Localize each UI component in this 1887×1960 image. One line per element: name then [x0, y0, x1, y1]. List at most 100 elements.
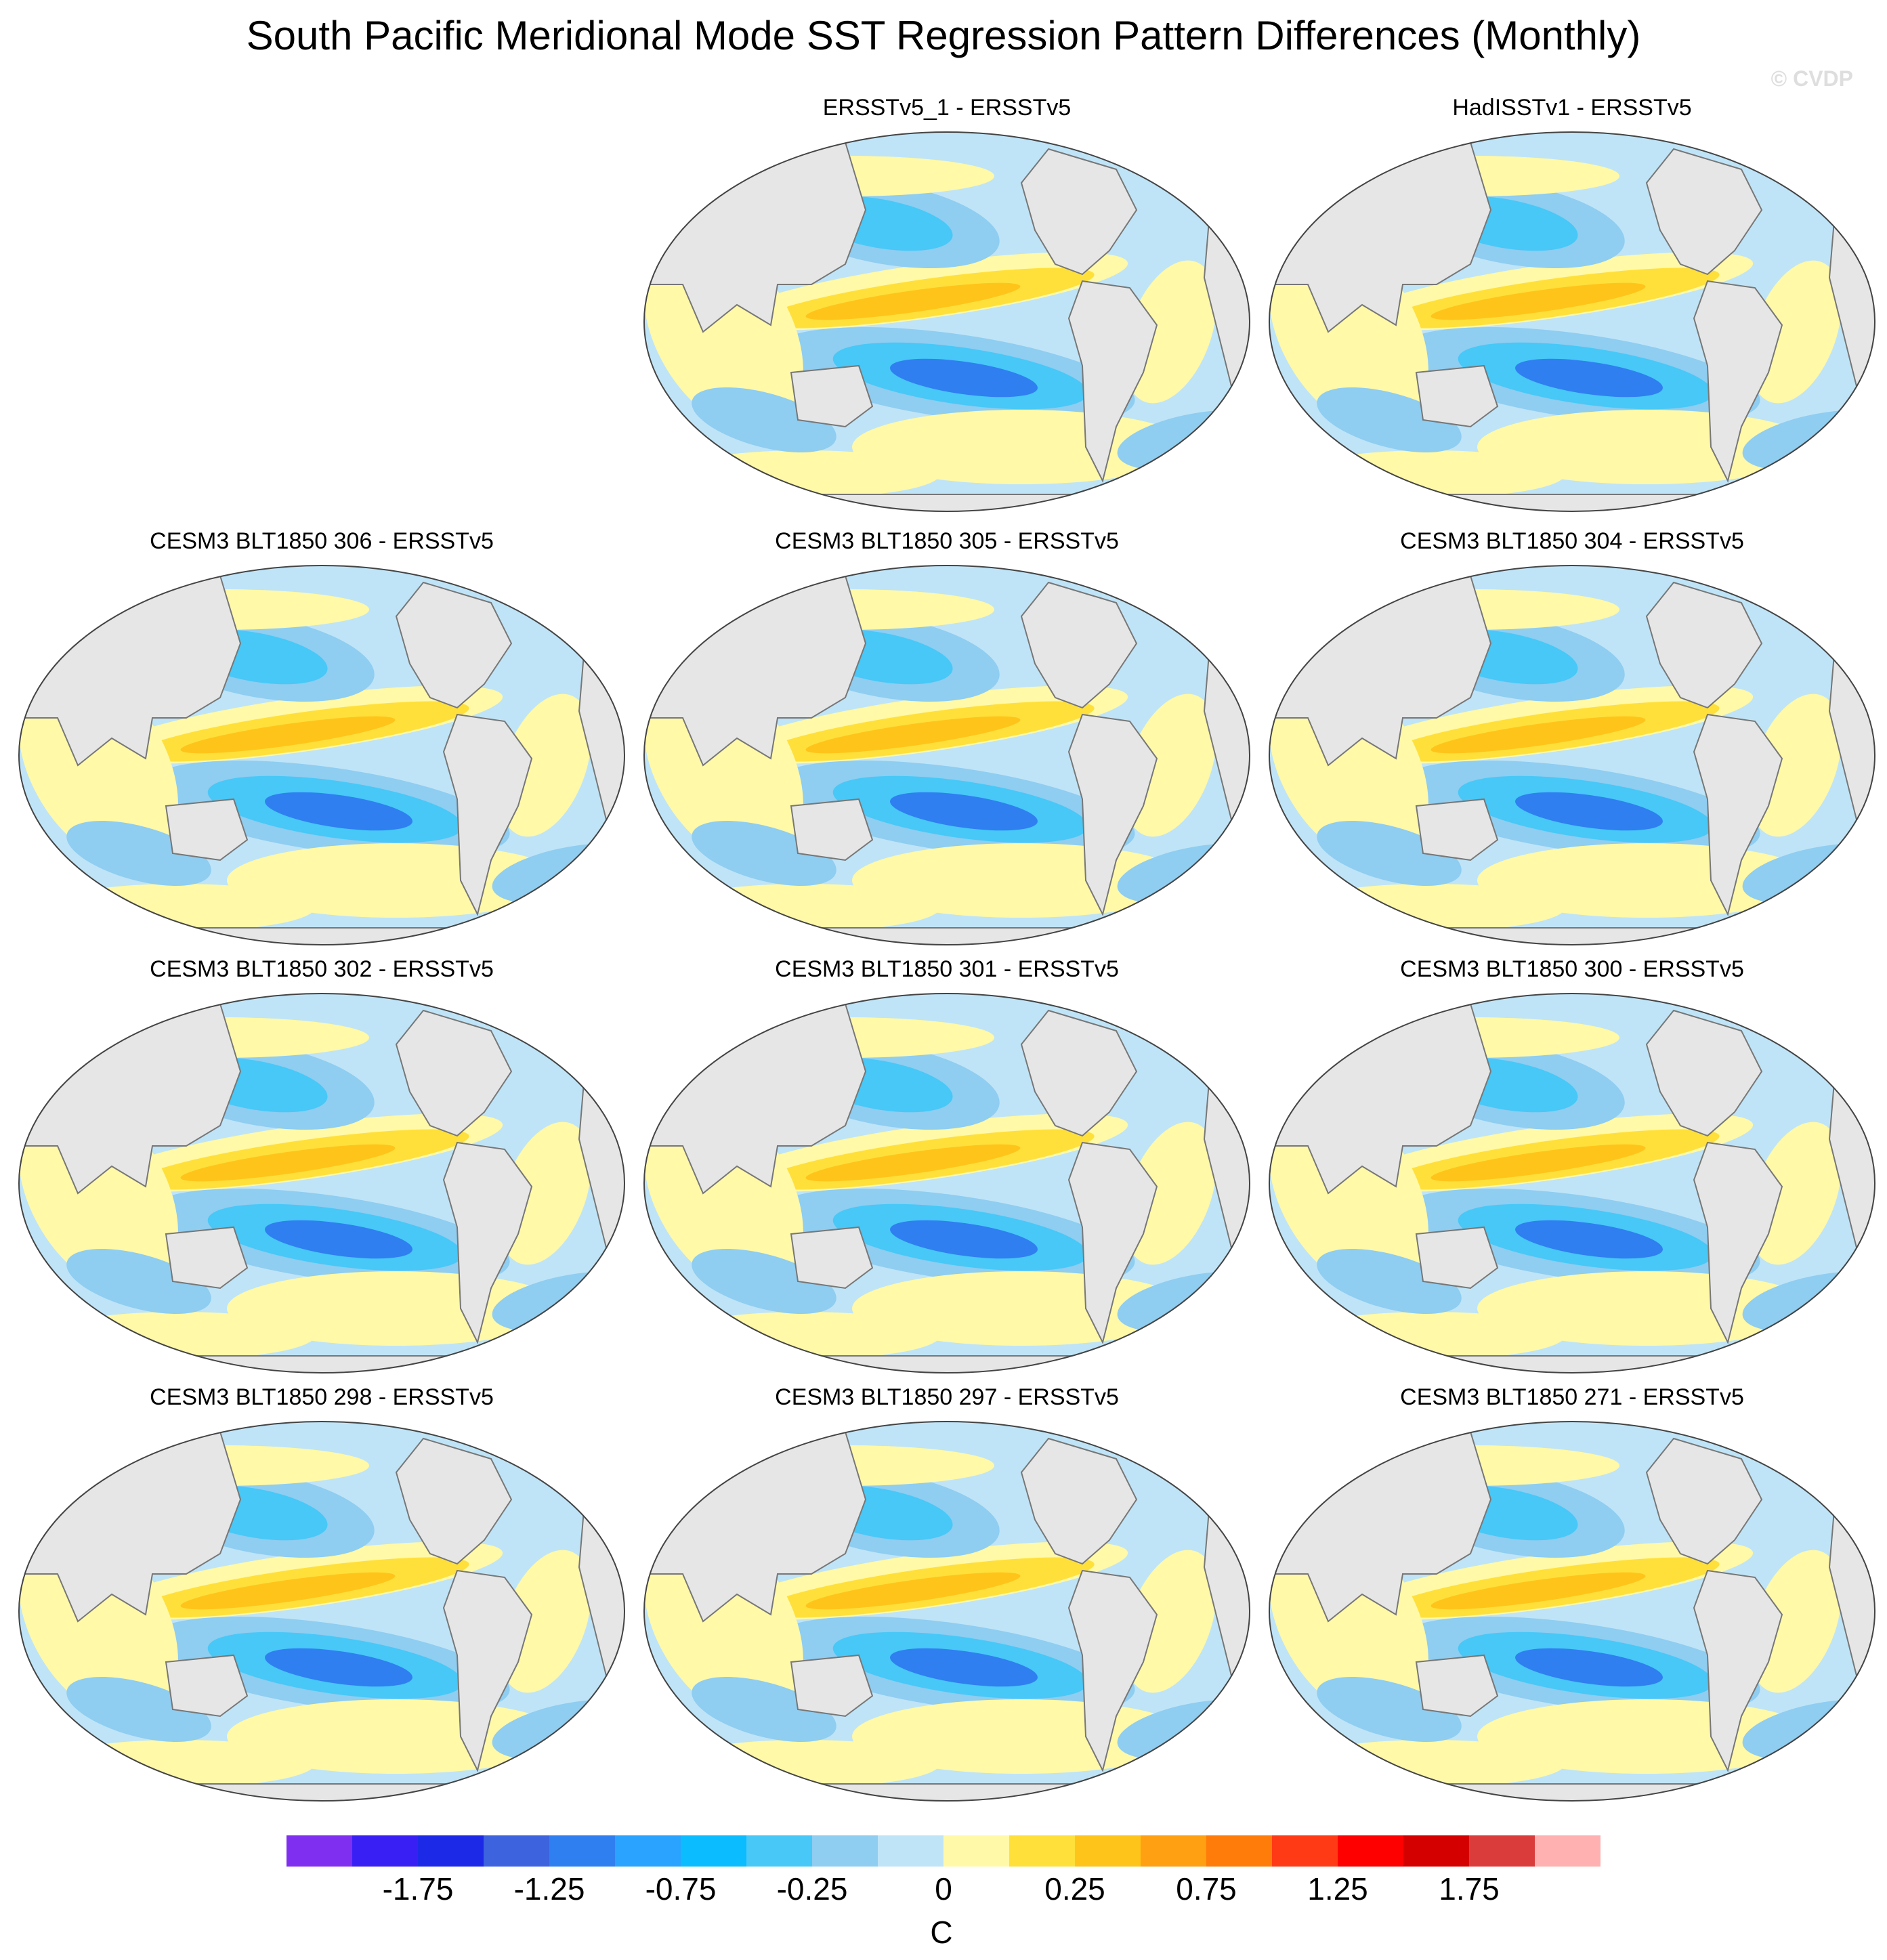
sst-anomaly-region	[692, 1677, 836, 1742]
landmass	[1020, 581, 1138, 709]
landmass	[68, 927, 575, 945]
map-border	[643, 565, 1250, 945]
landmass	[1645, 1009, 1763, 1137]
global-map	[18, 1421, 625, 1802]
sst-anomaly-region	[1294, 450, 1565, 498]
sst-anomaly-region	[1317, 1677, 1462, 1742]
landmass	[1415, 364, 1499, 428]
landmass	[1693, 1569, 1783, 1772]
colorbar-swatch	[1075, 1835, 1141, 1867]
sst-anomaly-region	[692, 821, 836, 886]
colorbar-tick-label: 1.25	[1307, 1871, 1368, 1906]
sst-anomaly-region	[265, 1220, 412, 1259]
sst-anomaly-region	[1124, 1122, 1216, 1265]
landmass	[1319, 1783, 1825, 1801]
sst-anomaly-region	[44, 1312, 315, 1359]
sst-anomaly-region	[1317, 387, 1462, 452]
landmass	[1067, 280, 1158, 483]
colorbar-swatch	[1403, 1835, 1469, 1867]
landmass	[1020, 148, 1138, 276]
sst-anomaly-region	[1515, 1220, 1663, 1259]
landmass	[442, 713, 533, 916]
landmass	[1693, 713, 1783, 916]
map-border	[1269, 1421, 1875, 1802]
landmass	[694, 494, 1200, 511]
map-panel: CESM3 BLT1850 271 - ERSSTv5	[1264, 1384, 1880, 1818]
global-map	[1269, 993, 1875, 1373]
sst-anomaly-region	[890, 1220, 1038, 1259]
landmass	[1415, 1654, 1499, 1718]
panel-title: CESM3 BLT1850 271 - ERSSTv5	[1400, 1384, 1744, 1410]
sst-anomaly-region	[1294, 884, 1565, 931]
sst-anomaly-region	[66, 1677, 211, 1742]
sst-anomaly-region	[180, 1144, 396, 1182]
colorbar	[287, 1835, 1600, 1867]
landmass	[1693, 1141, 1783, 1344]
sst-anomaly-region	[805, 1144, 1021, 1182]
map-panel: CESM3 BLT1850 306 - ERSSTv5	[14, 528, 630, 962]
panel-title: CESM3 BLT1850 305 - ERSSTv5	[775, 528, 1119, 554]
panel-title: CESM3 BLT1850 297 - ERSSTv5	[775, 1384, 1119, 1410]
landmass	[694, 1355, 1200, 1373]
colorbar-swatch	[1535, 1835, 1600, 1867]
colorbar-swatch	[352, 1835, 418, 1867]
colorbar-tick-label: 0.75	[1176, 1871, 1237, 1906]
global-map	[643, 131, 1250, 512]
global-map	[1269, 131, 1875, 512]
landmass	[395, 581, 513, 709]
sst-anomaly-region	[1317, 1249, 1462, 1314]
sst-anomaly-region	[805, 1572, 1021, 1610]
map-panel: CESM3 BLT1850 305 - ERSSTv5	[639, 528, 1255, 962]
map-panel: CESM3 BLT1850 302 - ERSSTv5	[14, 956, 630, 1390]
colorbar-tick-label: -1.25	[513, 1871, 585, 1906]
figure-title: South Pacific Meridional Mode SST Regres…	[246, 13, 1641, 58]
colorbar-swatch	[1469, 1835, 1535, 1867]
sst-anomaly-region	[890, 358, 1038, 398]
landmass	[1415, 1226, 1499, 1290]
sst-anomaly-region	[1124, 694, 1216, 837]
sst-anomaly-region	[180, 716, 396, 754]
colorbar-tick-label: -0.75	[645, 1871, 717, 1906]
sst-anomaly-region	[44, 1740, 315, 1787]
map-border	[1269, 993, 1875, 1373]
colorbar-swatch	[878, 1835, 944, 1867]
sst-anomaly-region	[1124, 260, 1216, 404]
sst-anomaly-region	[1430, 1144, 1646, 1182]
landmass	[395, 1009, 513, 1137]
colorbar-swatch	[549, 1835, 615, 1867]
global-map	[1269, 565, 1875, 945]
map-border	[18, 1421, 625, 1802]
colorbar-tick-label: -1.75	[382, 1871, 454, 1906]
cvdp-credit: © CVDP	[1771, 66, 1853, 91]
landmass	[1020, 1009, 1138, 1137]
landmass	[694, 927, 1200, 945]
landmass	[442, 1569, 533, 1772]
sst-anomaly-region	[499, 1122, 591, 1265]
landmass	[694, 1783, 1200, 1801]
global-map	[643, 1421, 1250, 1802]
sst-anomaly-region	[1750, 694, 1842, 837]
colorbar-swatch	[615, 1835, 681, 1867]
landmass	[790, 364, 874, 428]
landmass	[1415, 798, 1499, 861]
sst-anomaly-region	[180, 1572, 396, 1610]
landmass	[165, 1654, 249, 1718]
colorbar-tick-label: 0.25	[1044, 1871, 1105, 1906]
sst-anomaly-region	[1750, 1122, 1842, 1265]
colorbar-tick-label: 0	[935, 1871, 952, 1906]
sst-anomaly-region	[1294, 1740, 1565, 1787]
sst-anomaly-region	[669, 1312, 940, 1359]
landmass	[1020, 1437, 1138, 1565]
sst-anomaly-region	[44, 884, 315, 931]
colorbar-swatch	[812, 1835, 878, 1867]
sst-anomaly-region	[499, 694, 591, 837]
sst-anomaly-region	[1750, 260, 1842, 404]
global-map	[18, 993, 625, 1373]
map-border	[1269, 565, 1875, 945]
landmass	[165, 1226, 249, 1290]
map-border	[1269, 131, 1875, 512]
landmass	[1645, 148, 1763, 276]
sst-anomaly-region	[890, 792, 1038, 831]
map-border	[18, 565, 625, 945]
map-border	[643, 993, 1250, 1373]
